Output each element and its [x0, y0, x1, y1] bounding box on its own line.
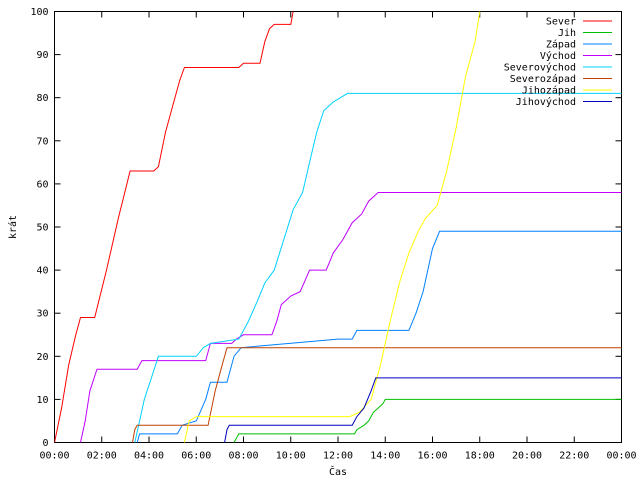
- x-tick-label: 12:00: [323, 451, 353, 462]
- x-axis-label: Čas: [329, 465, 347, 478]
- series-line-3: [136, 230, 622, 443]
- y-tick-label: 60: [36, 179, 48, 190]
- y-tick-label: 90: [36, 50, 48, 61]
- y-tick-label: 10: [36, 395, 48, 406]
- x-tick-label: 00:00: [606, 451, 636, 462]
- series-line-1: [54, 11, 294, 443]
- y-tick-label: 50: [36, 223, 48, 234]
- legend-label: Jihovýchod: [516, 96, 576, 108]
- series-line-5: [134, 92, 622, 443]
- x-tick-label: 10:00: [276, 451, 306, 462]
- x-tick-label: 06:00: [181, 451, 211, 462]
- x-tick-label: 02:00: [87, 451, 117, 462]
- series-line-4: [80, 192, 622, 443]
- y-tick-label: 80: [36, 93, 48, 104]
- legend-label: Jih: [558, 28, 576, 39]
- series-line-2: [233, 398, 622, 443]
- y-tick-label: 20: [36, 352, 48, 363]
- legend-label: Jihozápad: [522, 85, 576, 97]
- legend-label: Východ: [540, 50, 576, 62]
- x-tick-label: 08:00: [228, 451, 258, 462]
- y-tick-label: 0: [42, 438, 48, 449]
- x-tick-label: 00:00: [39, 451, 69, 462]
- legend-label: Sever: [546, 17, 576, 28]
- legend: SeverJihZápadVýchodSeverovýchodSeverozáp…: [504, 17, 612, 108]
- y-tick-label: 30: [36, 309, 48, 320]
- x-tick-label: 20:00: [512, 451, 542, 462]
- y-tick-label: 40: [36, 266, 48, 277]
- x-tick-label: 16:00: [417, 451, 447, 462]
- legend-label: Západ: [546, 39, 576, 51]
- x-tick-label: 14:00: [370, 451, 400, 462]
- series-line-8: [224, 377, 622, 443]
- x-axis-ticks: 00:00 02:00 04:00 06:00 08:00 10:00 12:00 14:00…: [39, 11, 637, 462]
- series-line-7: [183, 11, 481, 443]
- legend-label: Severozápad: [510, 73, 576, 85]
- y-tick-label: 100: [30, 7, 48, 18]
- x-tick-label: 22:00: [559, 451, 589, 462]
- x-tick-label: 04:00: [134, 451, 164, 462]
- y-axis-label: krát: [7, 215, 19, 239]
- legend-label: Severovýchod: [504, 62, 576, 74]
- series-lines: [54, 11, 622, 443]
- y-tick-label: 70: [36, 136, 48, 147]
- series-line-6: [132, 347, 622, 443]
- x-tick-label: 18:00: [465, 451, 495, 462]
